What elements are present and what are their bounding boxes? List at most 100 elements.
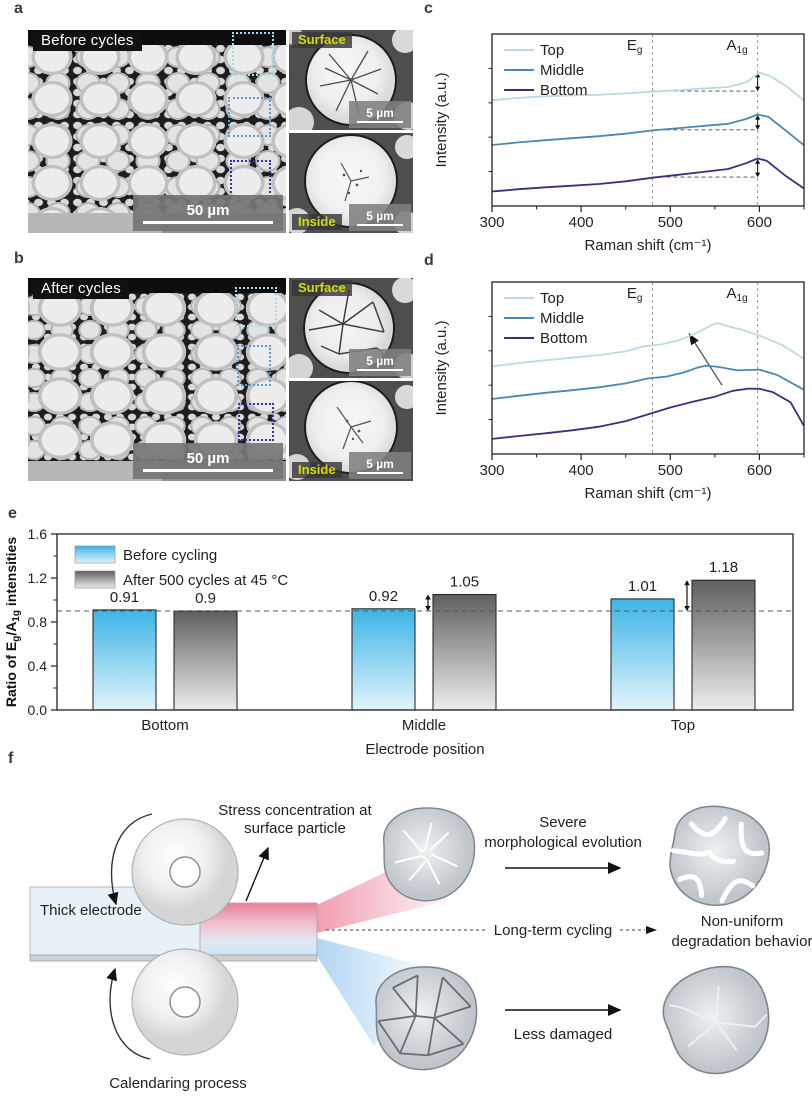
particle-surface-before [383,807,476,902]
y-tick-label: 0.0 [28,702,48,718]
y-tick-label: 1.2 [28,570,48,586]
nonuniform-label-line2: degradation behavior [672,933,812,950]
bar-value-label: 0.92 [369,588,398,605]
legend-label: Middle [540,310,584,327]
particle-inside-after [662,965,770,1075]
panel-c-label: c [424,0,433,17]
roi-box-middle [237,345,271,386]
scale-bar-5um: 5 µm [349,101,411,128]
bar-value-label: 1.01 [628,578,657,595]
particle-inside-before [375,966,478,1071]
x-tick-label: 500 [658,462,683,479]
roi-box-surface [232,32,274,76]
legend-label: Before cycling [123,547,217,564]
legend-label: Top [540,42,564,59]
eg-label: Eg [627,37,643,56]
top-roller [107,813,239,926]
legend-swatch [74,545,116,564]
roi-box-middle [228,97,271,137]
bar-top-before [610,598,675,711]
series-top [491,322,805,368]
bottom-roller [106,948,239,1060]
scale-bar-50um: 50 µm [133,443,283,479]
panel-a-inset-surface: Surface 5 µm [289,30,413,130]
bar-middle-after [432,593,497,711]
x-tick-label: 600 [747,462,772,479]
less-damaged-label: Less damaged [514,1026,612,1043]
particle-surface-after [669,805,771,906]
arrowhead-icon [425,594,431,600]
panel-a-sem-image: Before cycles 50 µm [28,30,286,233]
severe-label-line1: Severe [539,814,587,831]
nonuniform-label-line1: Non-uniform [701,913,784,930]
stress-label-line2: surface particle [244,820,346,837]
zoom-beam-inside [317,938,428,1046]
rotation-arrow [107,813,153,906]
series-middle [491,113,805,146]
series-bottom [491,157,805,193]
severe-label-line2: morphological evolution [484,834,642,851]
y-tick-label: 0.4 [28,658,48,674]
bar-value-label: 1.05 [450,574,479,591]
a1g-label: A1g [727,285,748,304]
bar-middle-before [351,608,416,711]
stress-arrow [245,846,269,902]
arrowhead-icon [684,580,690,586]
x-tick-label: 400 [569,462,594,479]
bar-bottom-after [173,610,238,711]
x-tick-label: 500 [658,214,683,231]
panel-b-inset-inside: Inside 5 µm [289,381,413,481]
x-tick-label: 300 [479,462,504,479]
bar-value-label: 1.18 [709,559,738,576]
x-tick-label: 400 [569,214,594,231]
series-middle [491,364,805,400]
category-label: Bottom [141,717,189,734]
x-axis-label: Raman shift (cm⁻¹) [584,237,711,254]
arrowhead-icon [425,606,431,611]
panel-b-sem-image: After cycles 50 µm [28,278,286,481]
panel-b-inset-surface: Surface 5 µm [289,278,413,378]
raman-chart-after: Eg A1g 300 400 500 600 Raman shift (cm⁻¹) Inten… [433,281,805,502]
panel-a-inset-inside: Inside 5 µm [289,133,413,233]
series-bottom [491,387,805,440]
raman-chart-before: Eg A1g 300 400 500 600 Raman shift (cm⁻¹) Inten… [433,33,805,254]
legend-label: Top [540,290,564,307]
scale-bar-5um: 5 µm [349,204,411,231]
arrowhead-icon [755,86,761,92]
arrowhead-icon [684,606,690,611]
arrowhead-icon [755,115,761,120]
legend-label: After 500 cycles at 45 °C [123,572,288,589]
arrowhead-icon [755,172,761,178]
y-tick-label: 1.6 [28,526,48,542]
panel-a-tag: Before cycles [33,31,142,51]
panel-b-label: b [14,250,24,267]
x-axis-label: Raman shift (cm⁻¹) [584,485,711,502]
panel-e-label: e [8,505,17,522]
arrowhead-icon [689,333,699,346]
panel-b-tag: After cycles [33,279,129,299]
inset-label-surface: Surface [292,280,352,296]
inset-label-inside: Inside [292,462,342,478]
roi-box-bottom [230,160,271,197]
arrowhead-icon [646,926,657,934]
series-top [491,71,805,102]
arrowhead-icon [755,159,761,164]
crack-lines [669,985,768,1051]
thick-electrode-label: Thick electrode [40,902,142,919]
a1g-label: A1g [727,37,748,56]
roi-box-surface [235,287,277,327]
rotation-arrow [106,967,151,1060]
inset-label-surface: Surface [292,32,352,48]
crack-lines [394,822,458,885]
panel-a-insets: Surface 5 µm Inside 5 µm [289,30,413,233]
scale-bar-line [143,469,273,472]
plot-frame [491,33,805,207]
scale-bar-5um: 5 µm [349,452,411,479]
bar-value-label: 0.91 [110,589,139,606]
long-term-cycling-line [326,926,657,934]
y-tick-label: 0.8 [28,614,48,630]
category-label: Top [671,717,695,734]
stress-label-line1: Stress concentration at [218,802,372,819]
legend-label: Bottom [540,82,588,99]
